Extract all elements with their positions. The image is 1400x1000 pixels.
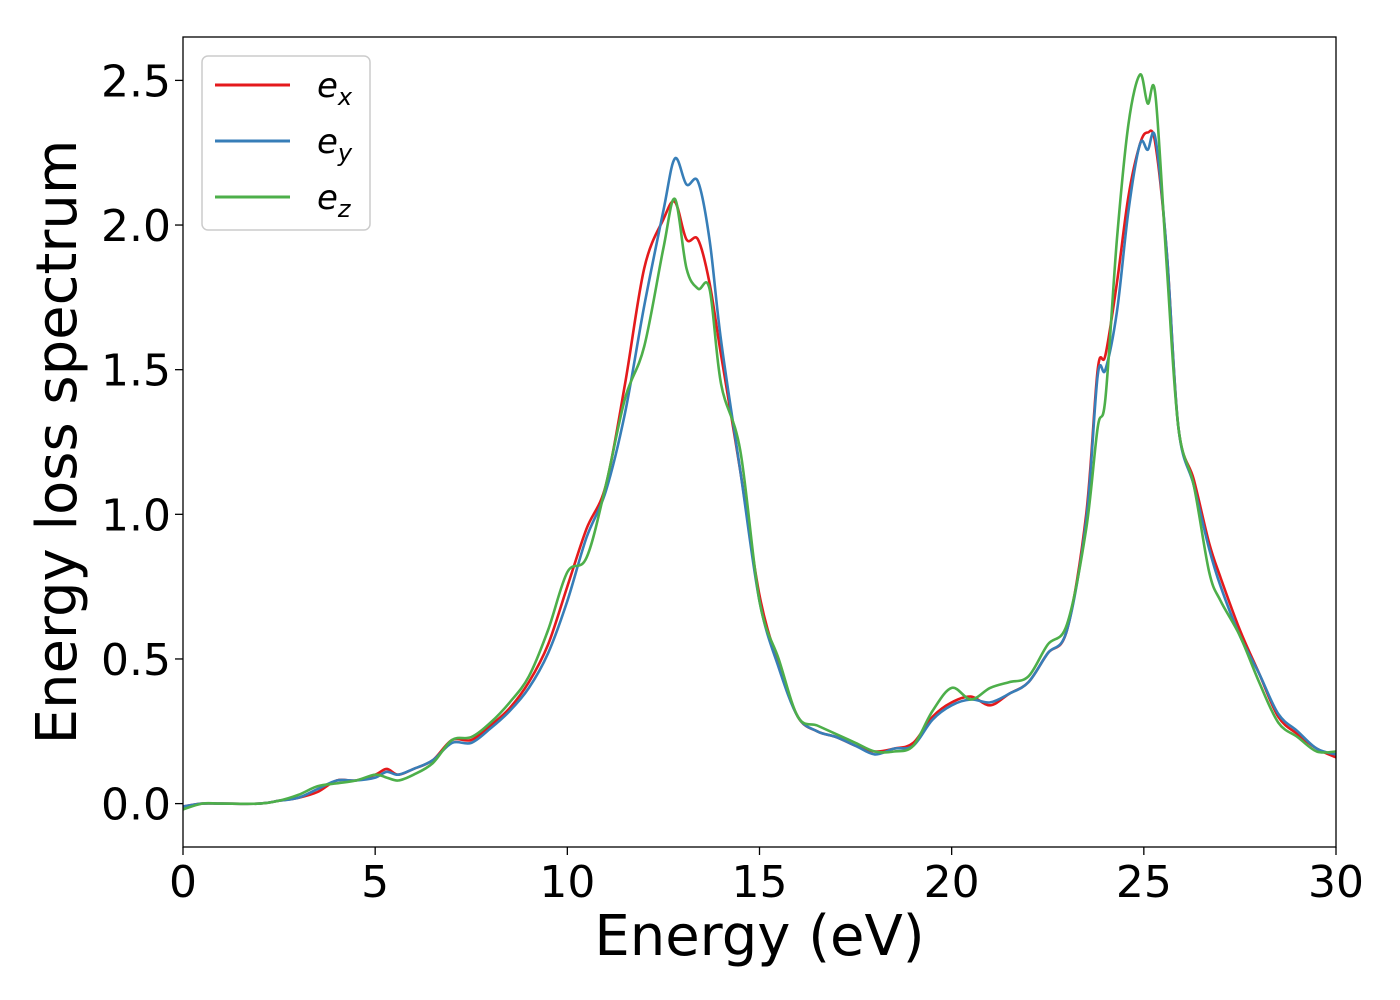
x-tick-label: 25 — [1116, 857, 1172, 908]
legend-label-ez: ez — [317, 178, 352, 223]
x-tick-label: 0 — [169, 857, 197, 908]
x-tick-label: 15 — [732, 857, 788, 908]
x-tick-label: 30 — [1308, 857, 1364, 908]
legend-box — [201, 55, 371, 231]
x-tick-label: 20 — [924, 857, 980, 908]
y-axis-label: Energy loss spectrum — [25, 140, 90, 745]
x-axis-label: Energy (eV) — [594, 904, 924, 969]
series-layer — [182, 73, 1337, 811]
y-tick-label: 2.0 — [101, 201, 171, 252]
y-tick-label: 1.0 — [101, 490, 171, 541]
y-tick-label: 0.5 — [101, 635, 171, 686]
y-tick-label: 1.5 — [101, 346, 171, 397]
series-line-ez — [182, 73, 1337, 811]
x-tick-label: 10 — [539, 857, 595, 908]
y-tick-label: 0.0 — [101, 780, 171, 831]
legend: ex ey ez — [201, 55, 371, 231]
x-tick-label: 5 — [361, 857, 389, 908]
y-tick-label: 2.5 — [101, 56, 171, 107]
plot-background — [183, 37, 1336, 847]
y-ticks: 0.0 0.5 1.0 1.5 2.0 2.5 — [101, 56, 183, 831]
legend-label-ey: ey — [317, 122, 353, 167]
legend-label-ex: ex — [317, 66, 353, 111]
x-ticks: 0 5 10 15 20 25 30 — [169, 847, 1364, 908]
